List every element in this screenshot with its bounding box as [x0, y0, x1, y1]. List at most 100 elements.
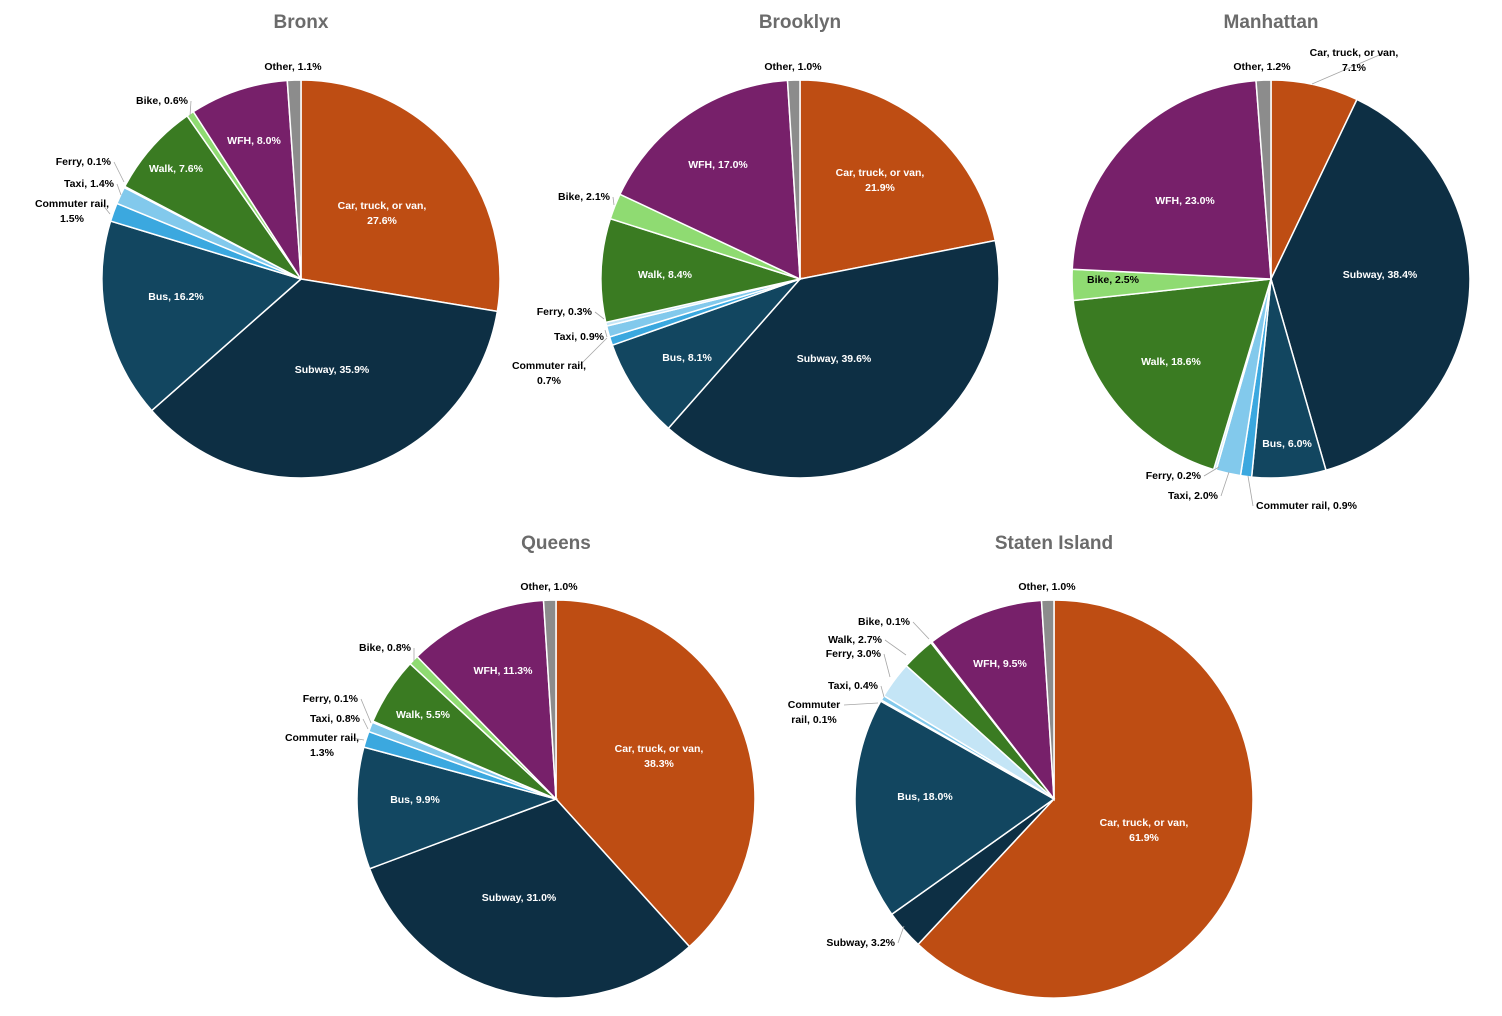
leader-line-bronx-ferry	[113, 161, 125, 183]
data-label-brooklyn-taxi: Taxi, 0.9%	[554, 331, 605, 343]
data-label-staten-island-ferry: Ferry, 3.0%	[826, 648, 882, 660]
data-label-bronx-bike: Bike, 0.6%	[136, 95, 189, 107]
leader-line-staten-island-ferry	[883, 653, 891, 678]
leader-line-brooklyn-ferry	[594, 311, 605, 320]
data-label-manhattan-car-truck-or-van: Car, truck, or van, 7.1%	[1310, 47, 1399, 74]
slice-manhattan-walk	[1072, 278, 1273, 471]
data-label-manhattan-commuter-rail: Commuter rail, 0.9%	[1256, 500, 1358, 512]
data-label-queens-other: Other, 1.0%	[520, 581, 578, 593]
slice-bronx-wfh	[192, 79, 302, 280]
data-label-manhattan-bike: Bike, 2.5%	[1087, 274, 1140, 286]
slice-staten-island-other	[1040, 599, 1055, 800]
pie-staten-island: Staten Island Car, truck, or van, 61.9% Sub…	[788, 533, 1254, 999]
leader-line-staten-island-bike	[912, 621, 930, 640]
leader-line-brooklyn-taxi	[604, 329, 608, 338]
slice-bronx-other	[286, 79, 302, 280]
data-label-queens-bus: Bus, 9.9%	[390, 794, 440, 806]
leader-line-queens-taxi	[362, 718, 369, 730]
data-label-staten-island-commuter-rail: Commuter rail, 0.1%	[788, 699, 841, 726]
slice-queens-wfh	[416, 599, 557, 801]
data-label-queens-commuter-rail: Commuter rail, 1.3%	[285, 732, 359, 759]
leader-line-bronx-commuter-rail	[101, 203, 111, 215]
data-label-queens-subway: Subway, 31.0%	[482, 892, 557, 904]
leader-line-staten-island-taxi	[880, 685, 885, 698]
slice-brooklyn-other	[786, 79, 801, 280]
slice-manhattan-wfh	[1071, 79, 1272, 280]
slice-bronx-walk	[123, 114, 302, 280]
chart-title-bronx: Bronx	[274, 12, 329, 33]
leader-line-staten-island-commuter-rail	[843, 702, 879, 706]
leader-line-staten-island-subway	[897, 925, 905, 944]
chart-title-brooklyn: Brooklyn	[759, 12, 841, 33]
data-label-bronx-subway: Subway, 35.9%	[295, 364, 370, 376]
leader-line-brooklyn-commuter-rail	[578, 337, 608, 367]
slice-staten-island-bus	[854, 700, 1056, 916]
data-label-bronx-car-truck-or-van: Car, truck, or van, 27.6%	[338, 200, 427, 227]
data-label-queens-bike: Bike, 0.8%	[359, 642, 412, 654]
leader-line-manhattan-taxi	[1220, 471, 1230, 497]
data-label-bronx-other: Other, 1.1%	[264, 61, 322, 73]
data-label-staten-island-taxi: Taxi, 0.4%	[828, 680, 879, 692]
data-label-staten-island-other: Other, 1.0%	[1018, 581, 1076, 593]
data-label-manhattan-ferry: Ferry, 0.2%	[1146, 470, 1202, 482]
data-label-queens-walk: Walk, 5.5%	[396, 709, 451, 721]
data-label-brooklyn-bus: Bus, 8.1%	[662, 352, 712, 364]
data-label-manhattan-subway: Subway, 38.4%	[1343, 269, 1418, 281]
pie-bronx: Bronx Car, truck, or van, 27.6% Subway, 35.…	[35, 12, 501, 479]
leader-line-manhattan-commuter-rail	[1247, 475, 1254, 507]
data-label-staten-island-wfh: WFH, 9.5%	[973, 658, 1027, 670]
slice-queens-car-truck-or-van	[555, 599, 756, 948]
leader-line-bronx-bike	[189, 100, 192, 117]
data-label-bronx-ferry: Ferry, 0.1%	[56, 156, 112, 168]
data-label-brooklyn-wfh: WFH, 17.0%	[688, 159, 748, 171]
data-label-brooklyn-other: Other, 1.0%	[764, 61, 822, 73]
data-label-staten-island-car-truck-or-van: Car, truck, or van, 61.9%	[1100, 817, 1189, 844]
data-label-brooklyn-ferry: Ferry, 0.3%	[537, 306, 593, 318]
data-label-bronx-walk: Walk, 7.6%	[149, 163, 204, 175]
data-label-staten-island-walk: Walk, 2.7%	[828, 634, 883, 646]
data-label-bronx-wfh: WFH, 8.0%	[227, 135, 281, 147]
data-label-manhattan-walk: Walk, 18.6%	[1141, 356, 1201, 368]
data-label-staten-island-bus: Bus, 18.0%	[897, 791, 953, 803]
data-label-queens-car-truck-or-van: Car, truck, or van, 38.3%	[615, 743, 704, 770]
data-label-brooklyn-bike: Bike, 2.1%	[558, 191, 611, 203]
leader-line-staten-island-walk	[884, 639, 907, 656]
data-label-queens-wfh: WFH, 11.3%	[474, 665, 534, 677]
data-label-bronx-bus: Bus, 16.2%	[148, 291, 204, 303]
data-label-queens-ferry: Ferry, 0.1%	[303, 693, 359, 705]
slice-staten-island-car-truck-or-van	[917, 599, 1254, 999]
leader-line-manhattan-ferry	[1203, 466, 1220, 477]
leader-line-queens-commuter-rail	[351, 737, 365, 741]
pie-manhattan: Manhattan Car, truck, or van, 7.1% Subway, …	[1071, 12, 1471, 512]
data-label-staten-island-subway: Subway, 3.2%	[826, 937, 895, 949]
slice-bronx-bus	[101, 220, 303, 412]
data-label-queens-taxi: Taxi, 0.8%	[310, 713, 361, 725]
data-label-manhattan-taxi: Taxi, 2.0%	[1168, 490, 1219, 502]
slice-queens-subway	[368, 798, 691, 999]
data-label-bronx-taxi: Taxi, 1.4%	[64, 178, 115, 190]
slice-brooklyn-subway	[667, 239, 1000, 479]
slice-queens-other	[542, 599, 557, 800]
data-label-manhattan-bus: Bus, 6.0%	[1262, 438, 1312, 450]
slice-queens-bus	[356, 746, 559, 870]
data-label-staten-island-bike: Bike, 0.1%	[858, 616, 911, 628]
leader-line-queens-ferry	[360, 698, 372, 724]
slice-manhattan-subway	[1270, 98, 1471, 472]
leader-line-manhattan-car-truck-or-van	[1311, 52, 1385, 85]
slice-bronx-car-truck-or-van	[300, 79, 501, 313]
chart-title-staten-island: Staten Island	[995, 533, 1113, 554]
pie-brooklyn: Brooklyn Car, truck, or van, 21.9% Subway, …	[512, 12, 1000, 479]
data-label-brooklyn-walk: Walk, 8.4%	[638, 269, 693, 281]
data-label-brooklyn-subway: Subway, 39.6%	[797, 353, 872, 365]
slice-brooklyn-bus	[611, 277, 803, 430]
chart-title-manhattan: Manhattan	[1224, 12, 1319, 33]
pie-queens: Queens Car, truck, or van, 38.3% Subway, 31…	[285, 533, 756, 999]
slice-brooklyn-wfh	[618, 79, 801, 281]
data-label-manhattan-other: Other, 1.2%	[1233, 61, 1291, 73]
data-label-brooklyn-car-truck-or-van: Car, truck, or van, 21.9%	[836, 167, 925, 194]
slice-brooklyn-car-truck-or-van	[799, 79, 997, 280]
data-label-bronx-commuter-rail: Commuter rail, 1.5%	[35, 198, 109, 225]
slice-manhattan-other	[1255, 79, 1272, 280]
slice-staten-island-wfh	[930, 599, 1055, 802]
